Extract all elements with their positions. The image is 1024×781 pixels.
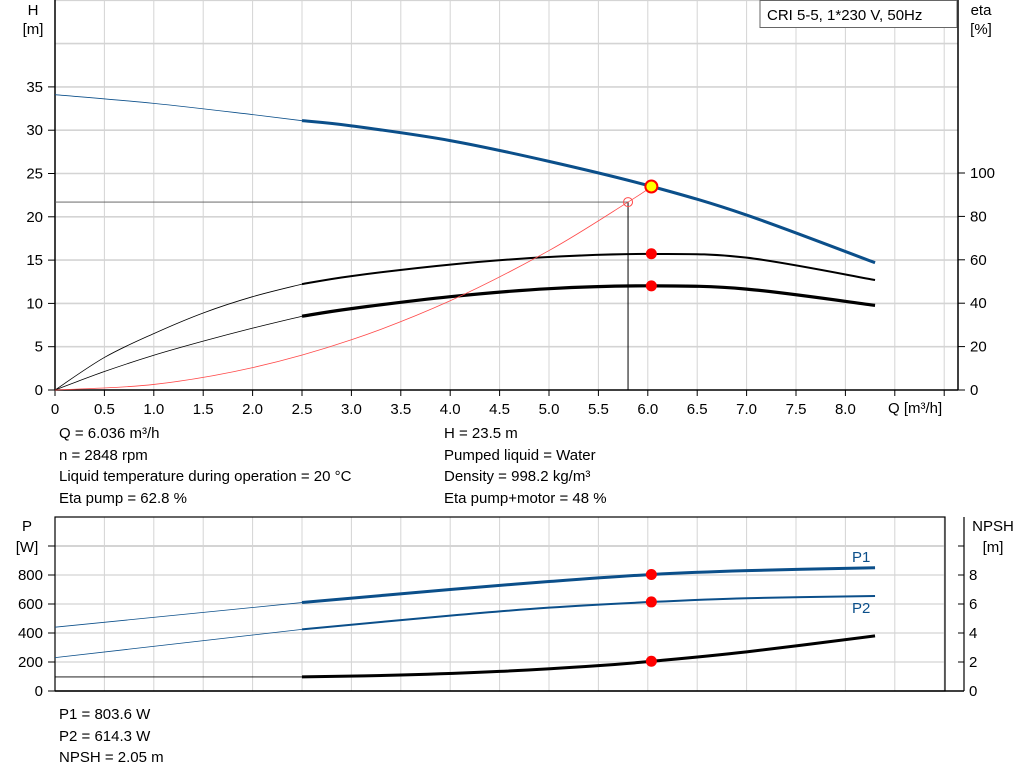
required-point-marker	[623, 197, 634, 208]
y2-axis-unit: [%]	[970, 21, 992, 38]
y-tick-label: 35	[26, 79, 43, 96]
info-q: Q = 6.036 m³/h	[59, 425, 160, 442]
info-p1: P1 = 803.6 W	[59, 706, 151, 723]
x-tick-label: 1.5	[193, 401, 214, 418]
x-tick-label: 2.5	[292, 401, 313, 418]
curve-eta-pump-motor-thin	[54, 315, 303, 391]
x-tick-label: 7.5	[786, 401, 807, 418]
curve-p1-thin	[54, 602, 303, 628]
y-tick-label: 5	[35, 339, 43, 356]
info-right: H = 23.5 m Pumped liquid = Water Density…	[444, 423, 607, 509]
y2-tick-label: 60	[970, 252, 987, 269]
y2-tick-label: 0	[970, 382, 978, 399]
info-bottom: P1 = 803.6 W P2 = 614.3 W NPSH = 2.05 m	[59, 704, 164, 769]
title-box	[759, 0, 958, 28]
npsh-tick-label: 2	[969, 654, 977, 671]
npsh-tick-label: 8	[969, 567, 977, 584]
p-axis-label: P	[22, 518, 32, 535]
curve-system-curve-thin	[54, 186, 652, 391]
info-n: n = 2848 rpm	[59, 446, 148, 464]
legend-p1: P1	[852, 549, 870, 566]
x-tick-label: 4.5	[489, 401, 510, 418]
info-p2: P2 = 614.3 W	[59, 727, 151, 745]
info-left: Q = 6.036 m³/h n = 2848 rpm Liquid tempe…	[59, 423, 351, 509]
curve-eta-pump-thin	[54, 283, 303, 391]
x-tick-label: 3.5	[390, 401, 411, 418]
info-h: H = 23.5 m	[444, 425, 518, 442]
x-tick-label: 1.0	[143, 401, 164, 418]
y-tick-label: 30	[26, 122, 43, 139]
x-tick-label: 8.0	[835, 401, 856, 418]
info-density: Density = 998.2 kg/m³	[444, 468, 591, 485]
p-tick-label: 400	[18, 625, 43, 642]
y-tick-label: 25	[26, 166, 43, 183]
x-tick-label: 6.5	[687, 401, 708, 418]
p-axis-unit: [W]	[16, 539, 39, 556]
y-tick-label: 20	[26, 209, 43, 226]
curve-p1-line	[301, 566, 876, 605]
y-tick-label: 0	[35, 382, 43, 399]
curve-eta-pump-motor-line	[301, 284, 876, 318]
p-tick-label: 800	[18, 567, 43, 584]
npsh-axis-unit: [m]	[983, 539, 1004, 556]
y-tick-label: 15	[26, 252, 43, 269]
y-axis-label: H	[28, 2, 39, 19]
npsh-tick-label: 6	[969, 596, 977, 613]
x-tick-label: 5.0	[539, 401, 560, 418]
x-tick-label: 4.0	[440, 401, 461, 418]
curve-p2-thin	[54, 628, 303, 659]
x-axis-label: Q [m³/h]	[888, 400, 942, 417]
p2-marker	[645, 596, 657, 608]
curve-p2-line	[301, 595, 876, 631]
x-tick-label: 2.0	[242, 401, 263, 418]
eta-pump-marker	[645, 248, 657, 260]
x-tick-label: 0.5	[94, 401, 115, 418]
curve-eta-pump-line	[301, 252, 876, 286]
p1-marker	[645, 568, 657, 580]
eta-pump-motor-marker	[645, 280, 657, 292]
x-tick-label: 6.0	[637, 401, 658, 418]
curve-H-thin	[54, 94, 303, 122]
npsh-marker	[645, 655, 657, 667]
curve-npsh-line	[301, 634, 876, 679]
info-eta-pump: Eta pump = 62.8 %	[59, 489, 187, 507]
p-tick-label: 600	[18, 596, 43, 613]
x-tick-label: 0	[51, 401, 59, 418]
npsh-axis-label: NPSH	[972, 518, 1014, 535]
chart-title: CRI 5-5, 1*230 V, 50Hz	[767, 7, 922, 24]
info-liquid: Pumped liquid = Water	[444, 446, 596, 464]
x-tick-label: 7.0	[736, 401, 757, 418]
p-tick-label: 200	[18, 654, 43, 671]
info-temp: Liquid temperature during operation = 20…	[59, 468, 352, 485]
x-tick-label: 3.0	[341, 401, 362, 418]
y-tick-label: 10	[26, 295, 43, 312]
npsh-tick-label: 4	[969, 625, 977, 642]
info-eta-pump-motor: Eta pump+motor = 48 %	[444, 489, 607, 507]
legend-p2: P2	[852, 600, 870, 617]
y-axis-unit: [m]	[23, 21, 44, 38]
y2-tick-label: 80	[970, 208, 987, 225]
y2-tick-label: 40	[970, 295, 987, 312]
x-tick-label: 5.5	[588, 401, 609, 418]
info-npsh: NPSH = 2.05 m	[59, 749, 164, 766]
y2-tick-label: 100	[970, 165, 995, 182]
y2-tick-label: 20	[970, 339, 987, 356]
y2-axis-label: eta	[971, 2, 993, 19]
npsh-tick-label: 0	[969, 683, 977, 700]
curve-H-line	[301, 119, 876, 265]
duty-point-marker	[644, 179, 659, 194]
p-tick-label: 0	[35, 683, 43, 700]
